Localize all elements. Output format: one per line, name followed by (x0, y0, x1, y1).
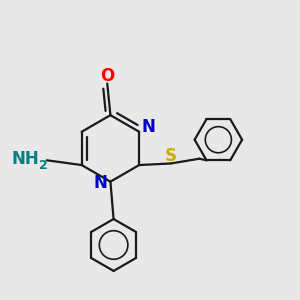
Text: 2: 2 (39, 158, 48, 172)
Text: NH: NH (11, 150, 39, 168)
Text: O: O (100, 67, 114, 85)
Text: N: N (94, 174, 108, 192)
Text: S: S (165, 146, 177, 164)
Text: N: N (141, 118, 155, 136)
